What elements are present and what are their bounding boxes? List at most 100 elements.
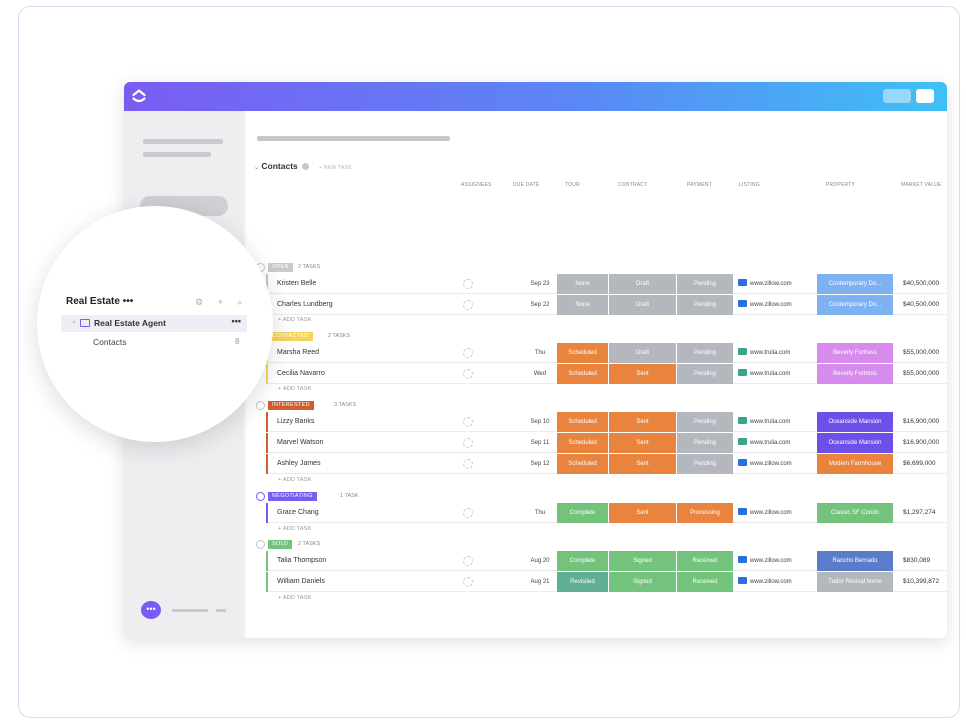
- table-row[interactable]: William Daniels Aug 21 Revisited Signed Rece…: [266, 572, 947, 592]
- task-name[interactable]: Ashley James: [277, 460, 321, 467]
- tour-status[interactable]: Scheduled: [557, 454, 608, 474]
- topbar-button-primary[interactable]: [916, 89, 934, 103]
- due-date[interactable]: Aug 21: [530, 579, 550, 585]
- collapse-chevron-icon[interactable]: ⌄: [254, 165, 260, 171]
- task-name[interactable]: Cecilia Navarro: [277, 370, 325, 377]
- listing-link[interactable]: www.trulia.com: [738, 433, 790, 453]
- listing-url[interactable]: www.zillow.com: [750, 579, 792, 585]
- table-row[interactable]: Kristen Belle Sep 23 None Draft Pending www.z…: [266, 274, 947, 294]
- folder-menu-icon[interactable]: •••: [231, 316, 241, 326]
- property-tag[interactable]: Modern Farmhouse: [817, 454, 893, 474]
- col-payment[interactable]: PAYMENT: [687, 182, 712, 188]
- assignee-icon[interactable]: [463, 348, 473, 358]
- tour-status[interactable]: Scheduled: [557, 433, 608, 453]
- assignee-icon[interactable]: [463, 556, 473, 566]
- listing-url[interactable]: www.trulia.com: [750, 350, 791, 356]
- task-name[interactable]: Talia Thompson: [277, 557, 327, 564]
- tour-status[interactable]: Scheduled: [557, 343, 608, 363]
- listing-link[interactable]: www.trulia.com: [738, 364, 790, 384]
- col-contract[interactable]: CONTRACT: [618, 182, 648, 188]
- tour-status[interactable]: Scheduled: [557, 412, 608, 432]
- task-name[interactable]: Grace Chang: [277, 509, 319, 516]
- group-toggle-icon[interactable]: [256, 540, 265, 549]
- property-tag[interactable]: Tudor Revival home: [817, 572, 893, 592]
- task-name[interactable]: Marvel Watson: [277, 439, 324, 446]
- listing-link[interactable]: www.zillow.com: [738, 572, 792, 592]
- assignee-icon[interactable]: [463, 577, 473, 587]
- payment-status[interactable]: Pending: [677, 412, 733, 432]
- table-row[interactable]: Marvel Watson Sep 11 Scheduled Sent Pending w…: [266, 433, 947, 453]
- due-date[interactable]: Sep 11: [530, 440, 550, 446]
- folder-real-estate-agent[interactable]: ⌄ Real Estate Agent •••: [61, 315, 247, 332]
- listing-url[interactable]: www.trulia.com: [750, 440, 791, 446]
- clickup-logo-icon[interactable]: [130, 87, 148, 105]
- assignee-icon[interactable]: [463, 300, 473, 310]
- contract-status[interactable]: Draft: [609, 343, 676, 363]
- topbar-button[interactable]: [883, 89, 911, 103]
- tour-status[interactable]: Scheduled: [557, 364, 608, 384]
- assignee-icon[interactable]: [463, 279, 473, 289]
- contract-status[interactable]: Signed: [609, 572, 676, 592]
- listing-link[interactable]: www.zillow.com: [738, 551, 792, 571]
- assignee-icon[interactable]: [463, 438, 473, 448]
- table-row[interactable]: Charles Lundberg Sep 22 None Draft Pending ww…: [266, 295, 947, 315]
- property-tag[interactable]: Rancho Bernado: [817, 551, 893, 571]
- contract-status[interactable]: Sent: [609, 503, 676, 523]
- tour-status[interactable]: None: [557, 295, 608, 315]
- property-tag[interactable]: Contemporary Do...: [817, 295, 893, 315]
- assignee-icon[interactable]: [463, 459, 473, 469]
- group-toggle-icon[interactable]: [256, 492, 265, 501]
- property-tag[interactable]: Oceanside Mansion: [817, 412, 893, 432]
- listing-link[interactable]: www.zillow.com: [738, 295, 792, 315]
- chat-icon[interactable]: •••: [141, 601, 161, 619]
- payment-status[interactable]: Received: [677, 572, 733, 592]
- tour-status[interactable]: None: [557, 274, 608, 294]
- group-toggle-icon[interactable]: [256, 401, 265, 410]
- payment-status[interactable]: Received: [677, 551, 733, 571]
- contract-status[interactable]: Sent: [609, 454, 676, 474]
- listing-url[interactable]: www.zillow.com: [750, 461, 792, 467]
- new-task-button[interactable]: + NEW TASK: [318, 165, 352, 171]
- table-row[interactable]: Talia Thompson Aug 20 Complete Signed Receiv…: [266, 551, 947, 571]
- due-date[interactable]: Sep 23: [530, 281, 550, 287]
- tour-status[interactable]: Complete: [557, 551, 608, 571]
- table-row[interactable]: Marsha Reed Thu Scheduled Draft Pending www.t…: [266, 343, 947, 363]
- listing-url[interactable]: www.trulia.com: [750, 419, 791, 425]
- table-row[interactable]: Lizzy Banks Sep 10 Scheduled Sent Pending www…: [266, 412, 947, 432]
- payment-status[interactable]: Pending: [677, 454, 733, 474]
- contract-status[interactable]: Sent: [609, 433, 676, 453]
- listing-link[interactable]: www.zillow.com: [738, 274, 792, 294]
- workspace-title[interactable]: Real Estate •••: [66, 296, 134, 307]
- assignee-icon[interactable]: [463, 508, 473, 518]
- payment-status[interactable]: Pending: [677, 433, 733, 453]
- listing-url[interactable]: www.zillow.com: [750, 558, 792, 564]
- property-tag[interactable]: Beverly Fortress: [817, 364, 893, 384]
- payment-status[interactable]: Pending: [677, 343, 733, 363]
- contract-status[interactable]: Draft: [609, 274, 676, 294]
- listing-url[interactable]: www.zillow.com: [750, 510, 792, 516]
- due-date[interactable]: Sep 12: [530, 461, 550, 467]
- listing-link[interactable]: www.zillow.com: [738, 454, 792, 474]
- add-task-button[interactable]: + ADD TASK: [278, 317, 312, 323]
- property-tag[interactable]: Classic SF Condo: [817, 503, 893, 523]
- add-task-button[interactable]: + ADD TASK: [278, 477, 312, 483]
- add-task-button[interactable]: + ADD TASK: [278, 526, 312, 532]
- payment-status[interactable]: Pending: [677, 364, 733, 384]
- listing-link[interactable]: www.zillow.com: [738, 503, 792, 523]
- task-name[interactable]: Lizzy Banks: [277, 418, 315, 425]
- assignee-icon[interactable]: [463, 369, 473, 379]
- contract-status[interactable]: Sent: [609, 412, 676, 432]
- property-tag[interactable]: Oceanside Mansion: [817, 433, 893, 453]
- listing-link[interactable]: www.trulia.com: [738, 343, 790, 363]
- contract-status[interactable]: Signed: [609, 551, 676, 571]
- table-row[interactable]: Cecilia Navarro Wed Scheduled Sent Pending ww…: [266, 364, 947, 384]
- due-date[interactable]: Thu: [534, 350, 546, 356]
- task-name[interactable]: Kristen Belle: [277, 280, 317, 287]
- chevron-down-icon[interactable]: ⌄: [71, 318, 77, 325]
- listing-url[interactable]: www.zillow.com: [750, 281, 792, 287]
- contract-status[interactable]: Draft: [609, 295, 676, 315]
- tour-status[interactable]: Complete: [557, 503, 608, 523]
- property-tag[interactable]: Contemporary Do...: [817, 274, 893, 294]
- col-listing[interactable]: LISTING: [739, 182, 760, 188]
- col-tour[interactable]: TOUR: [565, 182, 580, 188]
